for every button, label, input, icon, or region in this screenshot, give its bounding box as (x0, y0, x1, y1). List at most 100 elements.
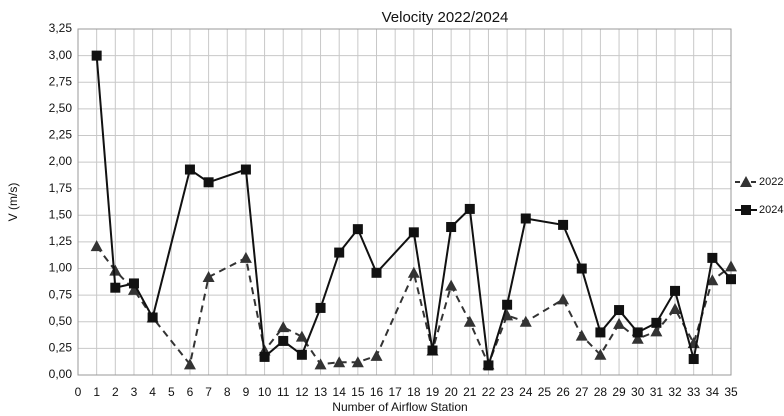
marker (706, 274, 719, 286)
chart-title: Velocity 2022/2024 (382, 9, 509, 26)
x-tick-label: 1 (93, 385, 100, 399)
x-axis-label: Number of Airflow Station (332, 400, 467, 414)
marker (670, 285, 681, 296)
y-tick-label: 1,00 (49, 261, 73, 275)
y-tick-label: 2,25 (49, 128, 73, 142)
y-tick-label: 1,50 (49, 207, 73, 221)
marker (707, 252, 718, 263)
y-axis-label: V (m/s) (6, 183, 20, 222)
marker (651, 317, 662, 328)
marker (278, 335, 289, 346)
marker (239, 251, 252, 263)
marker (464, 203, 475, 214)
marker (371, 267, 382, 278)
x-tick-label: 26 (556, 385, 570, 399)
x-tick-label: 25 (538, 385, 552, 399)
y-tick-label: 0,50 (49, 314, 73, 328)
x-tick-label: 29 (612, 385, 626, 399)
y-tick-label: 1,75 (49, 181, 73, 195)
x-tick-label: 31 (650, 385, 664, 399)
x-tick-label: 15 (351, 385, 365, 399)
legend-marker (740, 176, 752, 187)
x-tick-label: 30 (631, 385, 645, 399)
x-tick-label: 12 (295, 385, 309, 399)
x-tick-label: 11 (277, 385, 290, 399)
marker (333, 356, 346, 368)
y-tick-label: 0,25 (49, 341, 73, 355)
marker (632, 327, 643, 338)
x-tick-label: 17 (388, 385, 402, 399)
marker (314, 358, 327, 370)
x-tick-label: 27 (575, 385, 589, 399)
marker (202, 271, 215, 283)
x-tick-label: 8 (224, 385, 231, 399)
y-tick-label: 2,50 (49, 101, 73, 115)
marker (184, 164, 195, 175)
marker (110, 282, 121, 293)
marker (203, 177, 214, 188)
x-tick-label: 20 (444, 385, 458, 399)
marker (408, 227, 419, 238)
marker (726, 274, 736, 285)
marker (463, 315, 476, 327)
x-tick-label: 13 (314, 385, 328, 399)
marker (407, 266, 420, 278)
marker (575, 329, 588, 341)
x-tick-label: 19 (426, 385, 440, 399)
marker (427, 345, 438, 356)
x-tick-label: 28 (594, 385, 608, 399)
marker (259, 351, 270, 362)
y-tick-label: 2,75 (49, 74, 73, 88)
x-tick-label: 21 (463, 385, 477, 399)
marker (594, 348, 607, 360)
marker (109, 264, 122, 276)
marker (128, 278, 139, 289)
x-tick-label: 14 (333, 385, 347, 399)
marker (277, 321, 290, 333)
marker (483, 360, 494, 371)
marker (296, 349, 307, 360)
y-tick-label: 3,00 (49, 48, 73, 62)
x-tick-label: 9 (243, 385, 250, 399)
marker (613, 317, 626, 329)
x-tick-label: 35 (724, 385, 738, 399)
x-tick-label: 2 (112, 385, 119, 399)
x-tick-label: 4 (149, 385, 156, 399)
x-tick-label: 34 (706, 385, 720, 399)
marker (725, 260, 737, 272)
x-tick-label: 16 (370, 385, 384, 399)
marker (295, 330, 308, 342)
legend-label: 2024 (759, 204, 783, 216)
x-tick-label: 32 (668, 385, 682, 399)
marker (445, 279, 458, 291)
marker (352, 224, 363, 235)
x-tick-label: 24 (519, 385, 533, 399)
x-tick-label: 33 (687, 385, 701, 399)
x-tick-label: 6 (187, 385, 194, 399)
y-tick-label: 0,75 (49, 287, 73, 301)
x-tick-label: 5 (168, 385, 175, 399)
legend-label: 2022 (759, 176, 783, 188)
legend-marker (741, 205, 751, 215)
marker (520, 213, 531, 224)
marker (557, 293, 570, 305)
marker (240, 164, 251, 175)
marker (558, 219, 569, 230)
marker (334, 247, 345, 258)
y-tick-label: 2,00 (49, 154, 73, 168)
marker (631, 332, 644, 344)
marker (351, 356, 364, 368)
plot-frame (77, 28, 732, 376)
y-tick-label: 3,25 (49, 21, 73, 35)
marker (370, 349, 383, 361)
marker (576, 263, 587, 274)
x-tick-label: 23 (500, 385, 514, 399)
marker (127, 283, 140, 295)
x-tick-label: 10 (258, 385, 272, 399)
marker (519, 315, 532, 327)
marker (688, 354, 699, 365)
x-tick-label: 18 (407, 385, 421, 399)
marker (650, 325, 663, 337)
marker (669, 302, 682, 314)
